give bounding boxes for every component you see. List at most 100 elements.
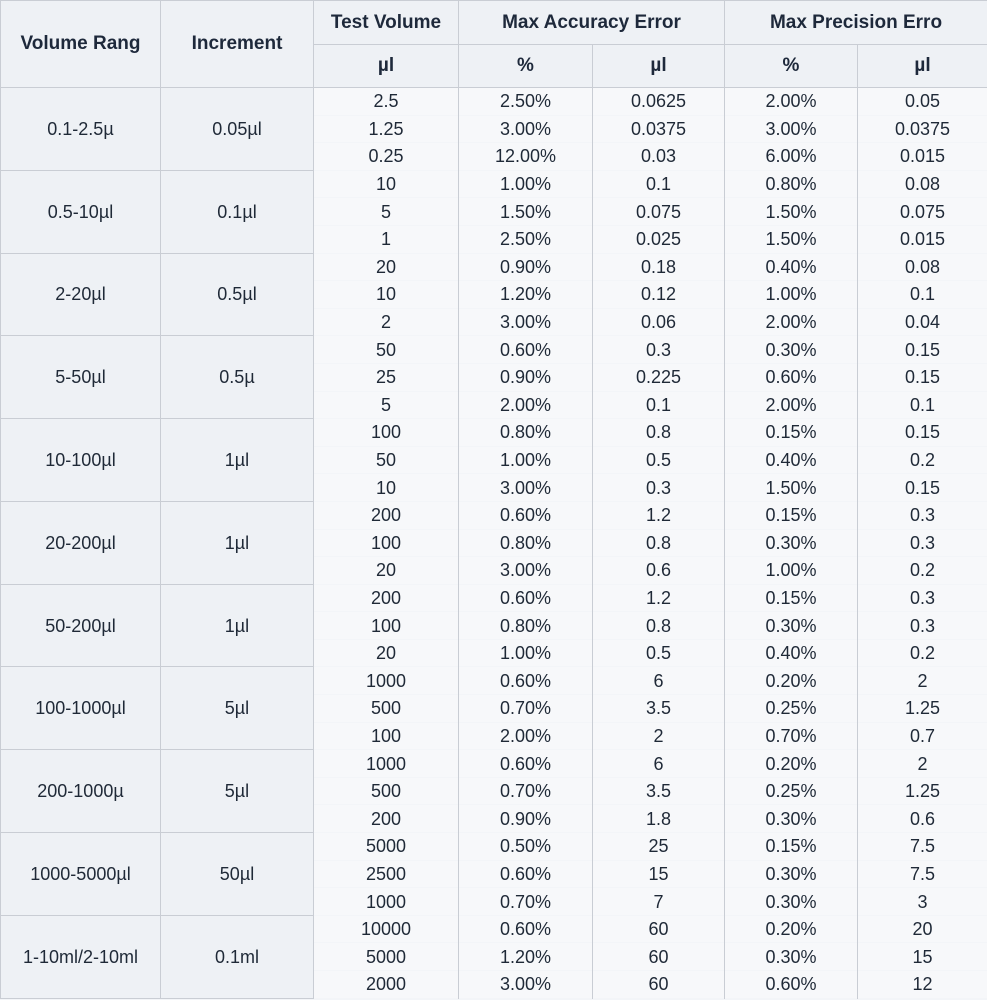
value-cell: 0.25% xyxy=(724,777,858,805)
value-cell: 6.00% xyxy=(724,142,858,171)
table-row: 20 3.00% 0.6 1.00% 0.2 xyxy=(1,556,987,585)
value-cell: 0.6 xyxy=(857,804,987,833)
table-row: 500 0.70% 3.5 0.25% 1.25 xyxy=(1,694,987,723)
value-cell: 3 xyxy=(857,887,987,916)
value-cell: 60 xyxy=(592,970,725,999)
table-row: 0.5-10µl 0.1µl 10 1.00% 0.1 0.80% 0.08 xyxy=(0,169,987,254)
value-cell: 2.00% xyxy=(724,87,858,116)
increment-cell: 1µl xyxy=(160,418,314,502)
value-cell: 0.1 xyxy=(857,280,987,309)
value-cell: 2.00% xyxy=(458,722,593,750)
value-cell: 20 xyxy=(313,639,459,667)
table-row: 500 0.70% 3.5 0.25% 1.25 xyxy=(1,777,987,805)
header-cell: Test Volume xyxy=(313,0,459,45)
table-row: 20-200µl 1µl 200 0.60% 1.2 0.15% 0.3 xyxy=(0,500,987,585)
table-row: 200 0.90% 1.8 0.30% 0.6 xyxy=(1,804,987,833)
range-cell: 5-50µl xyxy=(0,335,161,420)
value-cell: 0.2 xyxy=(857,446,987,474)
value-cell: 1.50% xyxy=(724,225,858,254)
value-cell: 2 xyxy=(857,749,987,778)
value-cell: 0.60% xyxy=(458,914,593,943)
value-cell: 0.7 xyxy=(857,722,987,750)
value-cell: 60 xyxy=(592,942,725,971)
value-cell: 500 xyxy=(313,694,459,723)
value-cell: 0.60% xyxy=(458,583,593,612)
table-row: 1 2.50% 0.025 1.50% 0.015 xyxy=(1,225,987,254)
value-cell: 0.015 xyxy=(857,225,987,254)
value-cell: 0.15% xyxy=(724,418,858,447)
value-cell: 1.25 xyxy=(857,777,987,805)
increment-cell: 0.1ml xyxy=(160,914,314,999)
value-cell: 1000 xyxy=(313,749,459,778)
value-cell: 1.00% xyxy=(458,169,593,198)
value-cell: 7.5 xyxy=(857,832,987,861)
value-cell: 25 xyxy=(592,832,725,861)
value-cell: 12 xyxy=(857,970,987,999)
value-cell: 1.8 xyxy=(592,804,725,833)
value-cell: 0.0375 xyxy=(592,115,725,143)
table-row: 1.25 3.00% 0.0375 3.00% 0.0375 xyxy=(1,115,987,143)
value-cell: 0.3 xyxy=(857,529,987,557)
value-cell: 0.50% xyxy=(458,832,593,861)
value-cell: 0.15% xyxy=(724,832,858,861)
header-cell: Increment xyxy=(160,0,314,88)
value-cell: 2.50% xyxy=(458,87,593,116)
value-cell: 1.00% xyxy=(458,446,593,474)
value-cell: 0.30% xyxy=(724,611,858,640)
value-cell: 7.5 xyxy=(857,860,987,888)
value-cell: 1.50% xyxy=(724,197,858,226)
value-cell: 0.15 xyxy=(857,418,987,447)
value-cell: 500 xyxy=(313,777,459,805)
table-row: 50 1.00% 0.5 0.40% 0.2 xyxy=(1,446,987,474)
unit-cell: µl xyxy=(592,44,725,88)
range-cell: 1-10ml/2-10ml xyxy=(0,914,161,999)
table-row: 10 3.00% 0.3 1.50% 0.15 xyxy=(1,473,987,502)
range-cell: 1000-5000µl xyxy=(0,832,161,916)
increment-cell: 0.1µl xyxy=(160,169,314,254)
value-cell: 100 xyxy=(313,418,459,447)
value-cell: 1.00% xyxy=(724,280,858,309)
value-cell: 1.25 xyxy=(857,694,987,723)
value-cell: 2.00% xyxy=(458,391,593,419)
value-cell: 3.00% xyxy=(458,556,593,585)
value-cell: 0.70% xyxy=(458,887,593,916)
value-cell: 50 xyxy=(313,335,459,364)
value-cell: 2.50% xyxy=(458,225,593,254)
value-cell: 0.15 xyxy=(857,473,987,502)
value-cell: 3.00% xyxy=(458,308,593,336)
value-cell: 10 xyxy=(313,280,459,309)
value-cell: 0.5 xyxy=(592,446,725,474)
value-cell: 0.05 xyxy=(857,87,987,116)
value-cell: 0.40% xyxy=(724,446,858,474)
header-row: Volume Rang Increment Test Volume Max Ac… xyxy=(0,0,987,88)
table-row: 2000 3.00% 60 0.60% 12 xyxy=(1,970,987,999)
table-body: 0.1-2.5µ 0.05µl 2.5 2.50% 0.0625 2.00% 0.05 1.2… xyxy=(0,87,987,999)
value-cell: 0.18 xyxy=(592,252,725,281)
table-row: 25 0.90% 0.225 0.60% 0.15 xyxy=(1,363,987,392)
table-row: 5 1.50% 0.075 1.50% 0.075 xyxy=(1,197,987,226)
value-cell: 6 xyxy=(592,749,725,778)
range-cell: 50-200µl xyxy=(0,583,161,668)
value-cell: 0.20% xyxy=(724,914,858,943)
table-header: Volume Rang Increment Test Volume Max Ac… xyxy=(0,0,987,88)
increment-cell: 5µl xyxy=(160,666,314,751)
value-cell: 50 xyxy=(313,446,459,474)
increment-cell: 0.05µl xyxy=(160,87,314,171)
value-cell: 1.50% xyxy=(458,197,593,226)
value-cell: 1.20% xyxy=(458,280,593,309)
value-cell: 0.70% xyxy=(724,722,858,750)
value-cell: 0.3 xyxy=(857,500,987,529)
value-cell: 1.25 xyxy=(313,115,459,143)
value-cell: 0.80% xyxy=(458,418,593,447)
increment-cell: 5µl xyxy=(160,749,314,834)
value-cell: 0.80% xyxy=(458,529,593,557)
value-cell: 0.20% xyxy=(724,666,858,695)
value-cell: 3.00% xyxy=(458,115,593,143)
increment-cell: 0.5µl xyxy=(160,252,314,337)
value-cell: 0.20% xyxy=(724,749,858,778)
unit-cell: % xyxy=(458,44,593,88)
value-cell: 20 xyxy=(313,252,459,281)
table-row: 1-10ml/2-10ml 0.1ml 10000 0.60% 60 0.20% 20 xyxy=(0,914,987,999)
value-cell: 0.3 xyxy=(592,473,725,502)
value-cell: 0.2 xyxy=(857,556,987,585)
